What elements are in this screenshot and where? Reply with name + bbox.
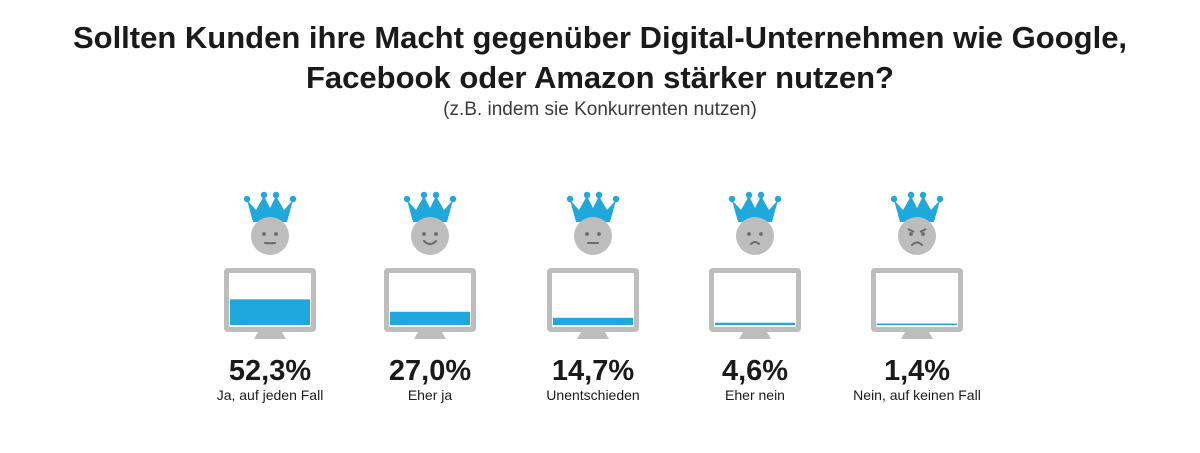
monitor-icon xyxy=(871,268,963,339)
category-group: 1,4%Nein, auf keinen Fall xyxy=(853,191,981,403)
category-label: Unentschieden xyxy=(546,387,639,403)
category-label: Eher nein xyxy=(725,387,785,403)
bar xyxy=(230,299,310,325)
crown-icon xyxy=(403,191,457,222)
category-label: Ja, auf jeden Fall xyxy=(217,387,324,403)
face-icon xyxy=(251,217,289,255)
category-group: 14,7%Unentschieden xyxy=(546,191,640,403)
face-icon xyxy=(411,217,449,255)
category-group: 4,6%Eher nein xyxy=(709,191,801,403)
crown-icon xyxy=(243,191,297,222)
bar xyxy=(877,323,957,325)
value-label: 4,6% xyxy=(722,355,788,387)
crown-icon xyxy=(728,191,782,222)
category-label: Nein, auf keinen Fall xyxy=(853,387,981,403)
face-icon xyxy=(736,217,774,255)
monitor-icon xyxy=(547,268,639,339)
face-icon xyxy=(898,217,936,255)
value-label: 1,4% xyxy=(884,355,950,387)
chart-title: Sollten Kunden ihre Macht gegenüber Digi… xyxy=(72,20,1128,95)
monitor-icon xyxy=(384,268,476,339)
value-label: 27,0% xyxy=(389,355,471,387)
category-group: 27,0%Eher ja xyxy=(384,191,476,403)
category-label: Eher ja xyxy=(408,387,453,403)
crown-icon xyxy=(566,191,620,222)
bar xyxy=(390,311,470,325)
bar xyxy=(553,317,633,325)
value-label: 52,3% xyxy=(229,355,311,387)
crown-icon xyxy=(890,191,944,222)
category-group: 52,3%Ja, auf jeden Fall xyxy=(217,191,324,403)
value-label: 14,7% xyxy=(552,355,634,387)
bar xyxy=(715,322,795,325)
face-icon xyxy=(574,217,612,255)
monitor-icon xyxy=(709,268,801,339)
chart-subtitle: (z.B. indem sie Konkurrenten nutzen) xyxy=(443,99,757,120)
